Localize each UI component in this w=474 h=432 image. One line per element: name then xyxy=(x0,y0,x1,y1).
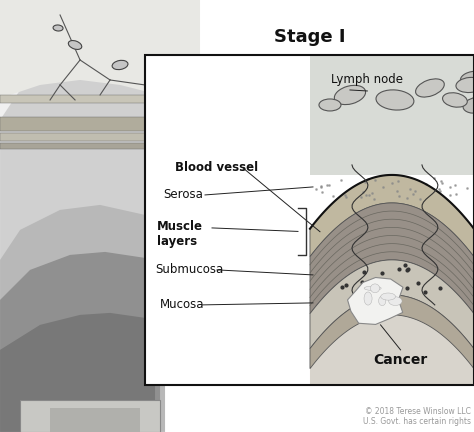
Polygon shape xyxy=(310,260,474,349)
Polygon shape xyxy=(0,133,200,141)
Ellipse shape xyxy=(370,284,380,292)
Polygon shape xyxy=(0,0,200,100)
Polygon shape xyxy=(310,203,474,314)
Polygon shape xyxy=(0,117,200,131)
Ellipse shape xyxy=(112,60,128,70)
Bar xyxy=(145,55,474,385)
Bar xyxy=(145,55,474,385)
Polygon shape xyxy=(0,252,160,432)
Text: Stage I: Stage I xyxy=(273,28,345,46)
Polygon shape xyxy=(310,175,474,257)
Text: Mucosa: Mucosa xyxy=(160,299,204,311)
Polygon shape xyxy=(0,313,155,432)
Ellipse shape xyxy=(364,292,372,305)
Ellipse shape xyxy=(379,296,386,305)
Text: Lymph node: Lymph node xyxy=(331,73,403,86)
Polygon shape xyxy=(0,68,165,432)
Polygon shape xyxy=(310,315,474,385)
Polygon shape xyxy=(50,408,140,432)
Ellipse shape xyxy=(416,79,444,97)
Text: Muscle
layers: Muscle layers xyxy=(157,220,203,248)
Ellipse shape xyxy=(319,99,341,111)
Ellipse shape xyxy=(460,71,474,89)
Polygon shape xyxy=(0,95,200,103)
Ellipse shape xyxy=(389,297,402,305)
Text: Cancer: Cancer xyxy=(374,353,428,367)
Bar xyxy=(310,55,474,175)
Ellipse shape xyxy=(68,41,82,49)
Polygon shape xyxy=(0,143,200,149)
Text: Submucosa: Submucosa xyxy=(155,264,223,276)
Ellipse shape xyxy=(376,90,414,110)
Text: © 2018 Terese Winslow LLC
U.S. Govt. has certain rights: © 2018 Terese Winslow LLC U.S. Govt. has… xyxy=(363,407,471,426)
Polygon shape xyxy=(20,400,160,432)
Ellipse shape xyxy=(334,86,365,105)
Ellipse shape xyxy=(364,286,381,290)
Ellipse shape xyxy=(443,93,467,107)
Ellipse shape xyxy=(456,77,474,92)
Polygon shape xyxy=(0,205,165,432)
Polygon shape xyxy=(310,295,474,368)
Text: Serosa: Serosa xyxy=(163,188,203,201)
Ellipse shape xyxy=(381,293,395,300)
Ellipse shape xyxy=(53,25,63,31)
Bar xyxy=(0,0,150,432)
Ellipse shape xyxy=(463,97,474,113)
Polygon shape xyxy=(347,277,403,324)
Text: Blood vessel: Blood vessel xyxy=(175,162,258,175)
